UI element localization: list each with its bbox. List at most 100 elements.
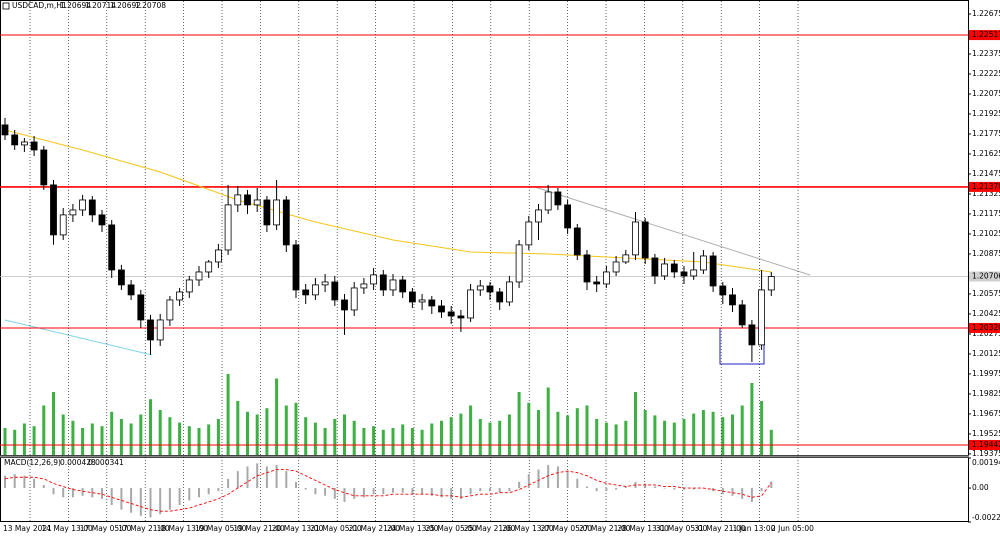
candle-body [690, 269, 698, 277]
y-tick-label: 1.20875 [972, 249, 1000, 258]
macd-bar [149, 488, 152, 518]
candle-body [40, 149, 48, 186]
volume-bar [527, 402, 531, 455]
macd-bar [508, 488, 511, 492]
candle-body [515, 244, 523, 283]
candle-body [176, 291, 184, 301]
y-tick-label: 1.22225 [972, 69, 1000, 78]
candle-body [535, 209, 542, 223]
candle-body [69, 209, 77, 216]
candle-body [350, 287, 358, 311]
candle-body [593, 281, 601, 285]
macd-bar [227, 478, 230, 489]
candle-body [370, 274, 378, 285]
candle-body [651, 257, 659, 277]
macd-bar [62, 488, 65, 498]
x-tick-label: 17 May 05:00 [80, 524, 132, 533]
candle-body [11, 134, 19, 146]
candle-body [700, 255, 707, 271]
macd-bar [663, 488, 666, 489]
quote-value: 1.20692 [110, 1, 141, 10]
candle-body [30, 141, 38, 151]
candle-body [767, 276, 775, 291]
macd-bar [207, 488, 210, 495]
macd-bar [401, 488, 404, 493]
macd-bar [33, 478, 36, 489]
candle-body [729, 294, 736, 306]
macd-bar [653, 486, 656, 489]
candle-body [88, 199, 96, 216]
y-tick-label: -0.002201 [972, 513, 1000, 522]
volume-bar [139, 414, 143, 455]
macd-bar [91, 488, 94, 498]
volume-bar [440, 420, 443, 455]
candle-body [127, 284, 135, 296]
volume-bar [750, 383, 754, 455]
volume-bar [488, 422, 492, 455]
candle-body [622, 254, 630, 263]
macd-bar [265, 466, 268, 489]
volume-bar [537, 410, 540, 455]
volume-bar [740, 405, 744, 455]
candle-body [399, 279, 407, 293]
candle-body [486, 285, 494, 293]
y-tick-label: 1.21625 [972, 149, 1000, 158]
volume-bar [313, 422, 317, 455]
volume-bar [110, 411, 114, 455]
macd-bar [683, 488, 685, 490]
volume-bar [284, 405, 288, 455]
macd-bar [644, 483, 647, 489]
x-tick-label: 1 Jun 13:00 [733, 524, 776, 533]
candle-body [447, 311, 455, 317]
level-label: 1.19442 [972, 440, 1000, 449]
macd-bar [489, 488, 491, 492]
candle-body [612, 261, 620, 273]
y-tick-label: 1.21175 [972, 209, 1000, 218]
volume-bar [178, 422, 182, 455]
volume-bar [459, 413, 463, 455]
candle-body [273, 199, 281, 226]
volume-bar [216, 419, 220, 455]
macd-bar [343, 488, 346, 502]
macd-bar [217, 488, 220, 492]
candle-body [205, 261, 213, 273]
candle-body [234, 194, 242, 206]
macd-bar [731, 488, 734, 496]
candle-body [680, 271, 688, 277]
y-tick-label: 1.22075 [972, 89, 1000, 98]
candle-body [282, 199, 290, 246]
indicator-value: 0.000428 [60, 458, 96, 467]
volume-bar [207, 424, 211, 455]
volume-bar [604, 422, 608, 455]
level-label-box [969, 440, 1000, 451]
macd-bar [52, 488, 55, 495]
signal-line [4, 469, 772, 512]
volume-bar [634, 392, 637, 455]
last-price-label: 1.20706 [972, 271, 1000, 280]
macd-bar [586, 486, 588, 489]
macd-bar [566, 471, 569, 489]
candle-body [302, 289, 310, 296]
macd-bar [101, 488, 103, 499]
macd-bar [692, 488, 695, 490]
volume-bar [100, 426, 104, 455]
macd-bar [411, 488, 414, 495]
macd-bar [353, 488, 356, 499]
y-tick-label: 0.00 [972, 483, 989, 492]
y-tick-label: 1.21025 [972, 229, 1000, 238]
level-label: 1.20320 [972, 323, 1000, 332]
macd-bar [469, 488, 472, 495]
x-tick-label: 28 May 13:00 [617, 524, 669, 533]
level-label-box [969, 181, 1000, 192]
y-tick-label: 1.22375 [972, 49, 1000, 58]
volume-bar [566, 415, 570, 455]
candle-body [59, 214, 67, 236]
macd-bar [324, 488, 327, 496]
candle-body [748, 324, 756, 346]
volume-bar [381, 429, 385, 455]
candle-body [379, 274, 387, 291]
candle-body [467, 289, 475, 319]
indicator-value: 0.000341 [88, 458, 124, 467]
volume-bar [32, 426, 36, 455]
candle-body [118, 269, 125, 286]
